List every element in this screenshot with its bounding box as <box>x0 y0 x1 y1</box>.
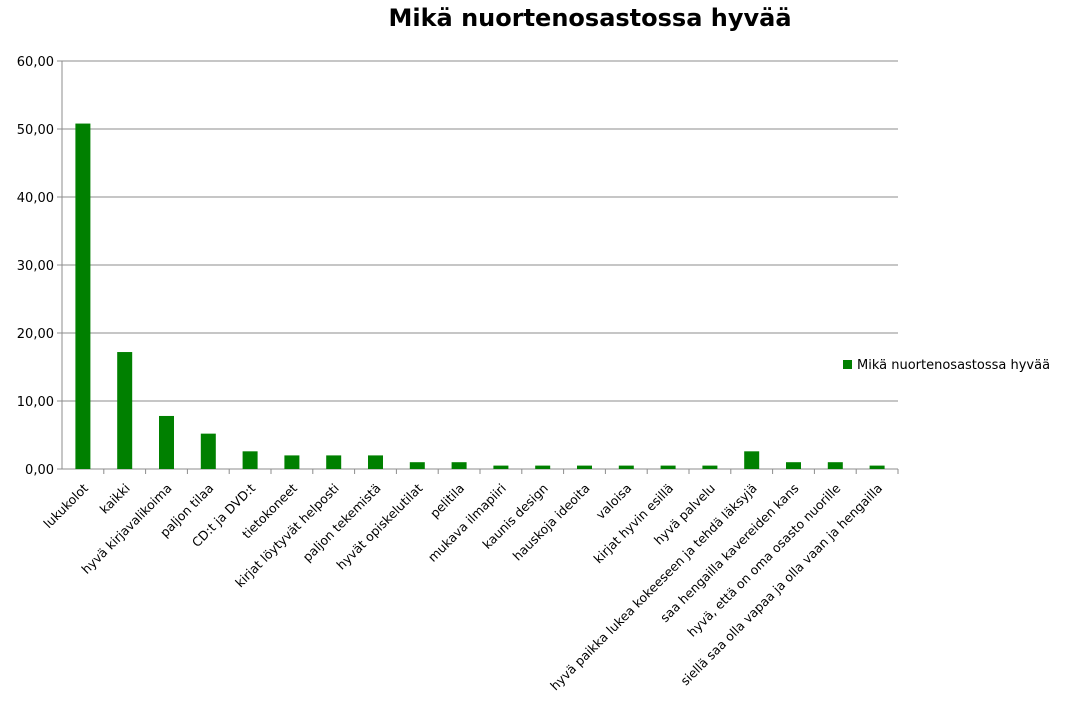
legend: Mikä nuortenosastossa hyvää <box>843 358 1050 373</box>
bar <box>200 433 216 469</box>
bar <box>493 465 509 469</box>
bar <box>368 455 383 469</box>
bar <box>117 352 133 469</box>
x-category-label: kaikki <box>97 481 133 517</box>
bar <box>242 451 258 469</box>
bar <box>75 123 91 469</box>
legend-label: Mikä nuortenosastossa hyvää <box>857 358 1050 373</box>
bar <box>618 465 634 469</box>
bar <box>535 465 551 469</box>
x-category-label: paljon tekemistä <box>300 481 384 565</box>
gridlines <box>62 60 898 402</box>
bar <box>451 462 467 469</box>
legend-swatch <box>843 360 852 369</box>
bar <box>744 451 760 469</box>
y-tick-label: 60,00 <box>17 55 54 70</box>
x-category-label: hyvä, että on oma osasto nuorille <box>684 480 843 639</box>
bar <box>660 465 676 469</box>
y-tick-label: 0,00 <box>25 463 54 478</box>
y-tick-label: 20,00 <box>17 327 54 342</box>
x-category-label: mukava ilmapiiri <box>425 481 509 565</box>
x-category-label: pelitila <box>427 481 467 521</box>
bar <box>284 455 300 469</box>
y-axis-ticks: 0,00 10,00 20,00 30,00 40,00 50,00 60,00 <box>17 55 54 478</box>
bar <box>409 462 425 469</box>
x-category-label: siellä saa olla vapaa ja olla vaan ja he… <box>677 481 885 689</box>
x-category-label: hauskoja ideoita <box>510 481 593 564</box>
y-tick-label: 50,00 <box>17 123 54 138</box>
y-tick-label: 40,00 <box>17 191 54 206</box>
x-category-label: lukukolot <box>40 480 91 531</box>
bars <box>75 123 885 469</box>
y-tick-label: 30,00 <box>17 259 54 274</box>
bar <box>869 465 885 469</box>
axes <box>57 60 899 474</box>
bar <box>827 462 843 469</box>
bar <box>702 465 718 469</box>
y-tick-label: 10,00 <box>17 395 54 410</box>
bar <box>326 455 342 469</box>
bar <box>159 415 174 469</box>
bar <box>577 465 592 469</box>
bar <box>786 462 801 469</box>
x-category-label: valoisa <box>593 481 635 523</box>
chart-title: Mikä nuortenosastossa hyvää <box>388 4 792 32</box>
